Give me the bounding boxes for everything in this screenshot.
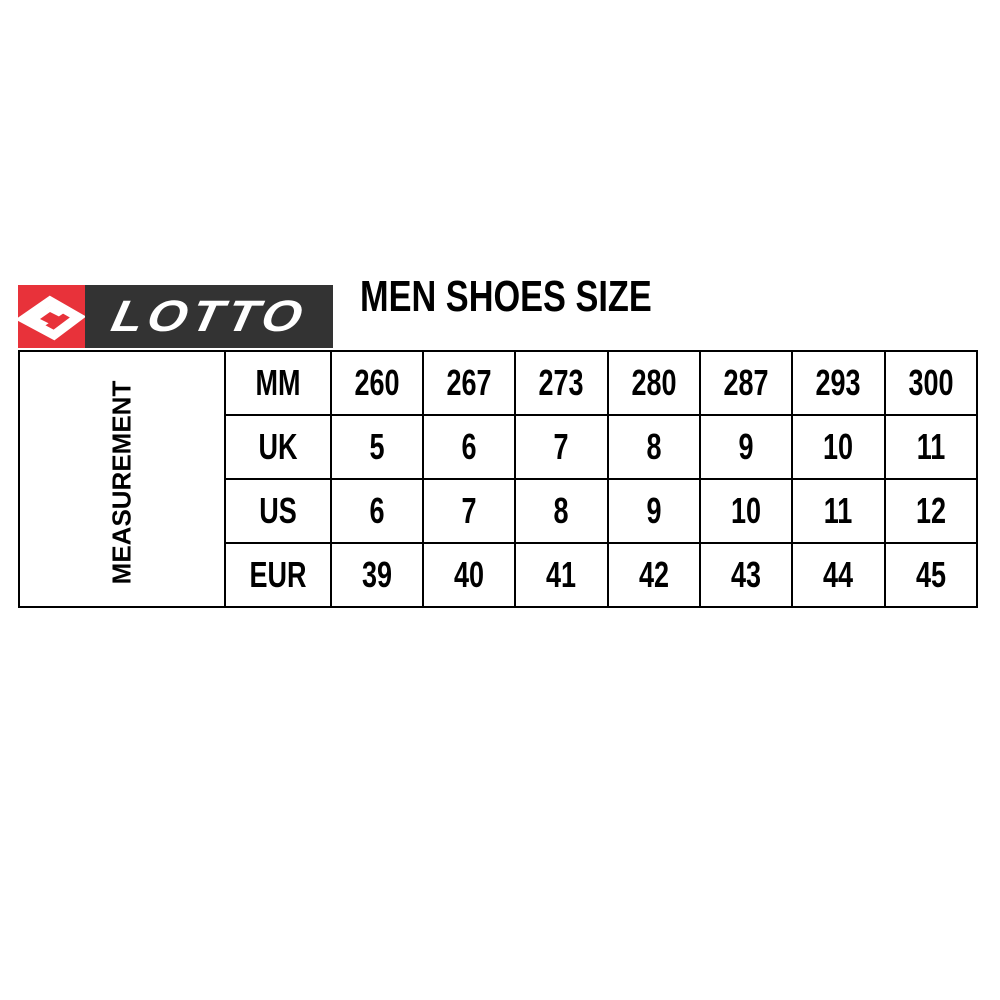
size-value: 300 [908, 362, 954, 403]
page-title: MEN SHOES SIZE [360, 272, 652, 321]
size-value: 280 [631, 362, 677, 403]
size-value: 10 [823, 426, 854, 467]
size-table: MEASUREMENT MM 260 267 273 280 287 293 300 UK 5 6 7 8… [18, 350, 979, 608]
size-cell: 11 [791, 478, 886, 544]
size-value: 11 [824, 490, 853, 531]
row-header-text: UK [258, 426, 298, 467]
row-header: EUR [223, 542, 332, 608]
size-value: 12 [915, 490, 946, 531]
size-value: 10 [731, 490, 762, 531]
size-value: 39 [361, 554, 392, 595]
size-value: 40 [454, 554, 485, 595]
size-value: 43 [731, 554, 762, 595]
size-cell: 11 [883, 414, 979, 480]
side-label: MEASUREMENT [106, 380, 137, 585]
size-cell: 7 [421, 478, 517, 544]
measurement-label: MEASUREMENT [18, 350, 226, 608]
size-cell: 8 [606, 414, 701, 480]
logo-wordmark: LOTTO [107, 291, 312, 341]
size-cell: 12 [883, 478, 979, 544]
size-value: 45 [915, 554, 946, 595]
size-cell: 5 [329, 414, 425, 480]
lotto-diamond-icon [15, 285, 87, 348]
size-value: 6 [369, 490, 385, 531]
size-cell: 9 [698, 414, 794, 480]
size-value: 9 [738, 426, 754, 467]
size-cell: 280 [606, 350, 701, 416]
size-cell: 41 [514, 542, 609, 608]
size-cell: 43 [698, 542, 794, 608]
size-value: 287 [723, 362, 769, 403]
row-header: US [223, 478, 332, 544]
table-row: US 6 7 8 9 10 11 12 [19, 478, 979, 544]
size-cell: 287 [698, 350, 794, 416]
table-row: EUR 39 40 41 42 43 44 45 [19, 542, 979, 608]
size-value: 7 [461, 490, 477, 531]
table-row: UK 5 6 7 8 9 10 11 [19, 414, 979, 480]
size-cell: 6 [329, 478, 425, 544]
row-header: UK [223, 414, 332, 480]
size-value: 273 [538, 362, 585, 403]
row-header: MM [223, 350, 332, 416]
size-cell: 7 [514, 414, 609, 480]
table-row: MEASUREMENT MM 260 267 273 280 287 293 300 [18, 350, 979, 608]
size-cell: 273 [514, 350, 609, 416]
size-value: 6 [461, 426, 477, 467]
size-value: 9 [646, 490, 662, 531]
size-cell: 9 [606, 478, 701, 544]
size-cell: 260 [329, 350, 425, 416]
size-cell: 10 [791, 414, 886, 480]
size-cell: 45 [883, 542, 979, 608]
row-header-text: MM [255, 362, 301, 403]
size-value: 5 [369, 426, 385, 467]
size-value: 293 [815, 362, 862, 403]
size-cell: 267 [421, 350, 517, 416]
row-header-text: US [258, 490, 297, 531]
size-cell: 39 [329, 542, 425, 608]
size-value: 7 [553, 426, 569, 467]
size-value: 8 [553, 490, 569, 531]
size-cell: 40 [421, 542, 517, 608]
size-value: 8 [646, 426, 662, 467]
size-cell: 42 [606, 542, 701, 608]
size-value: 44 [823, 554, 854, 595]
row-header-text: EUR [249, 554, 307, 595]
lotto-logo: LOTTO [15, 285, 333, 348]
size-value: 41 [546, 554, 577, 595]
size-cell: 8 [514, 478, 609, 544]
size-value: 260 [354, 362, 400, 403]
size-value: 11 [916, 426, 946, 467]
size-cell: 293 [791, 350, 886, 416]
size-cell: 10 [698, 478, 794, 544]
size-value: 267 [446, 362, 492, 403]
size-cell: 300 [883, 350, 979, 416]
size-cell: 44 [791, 542, 886, 608]
size-value: 42 [638, 554, 669, 595]
size-cell: 6 [421, 414, 517, 480]
